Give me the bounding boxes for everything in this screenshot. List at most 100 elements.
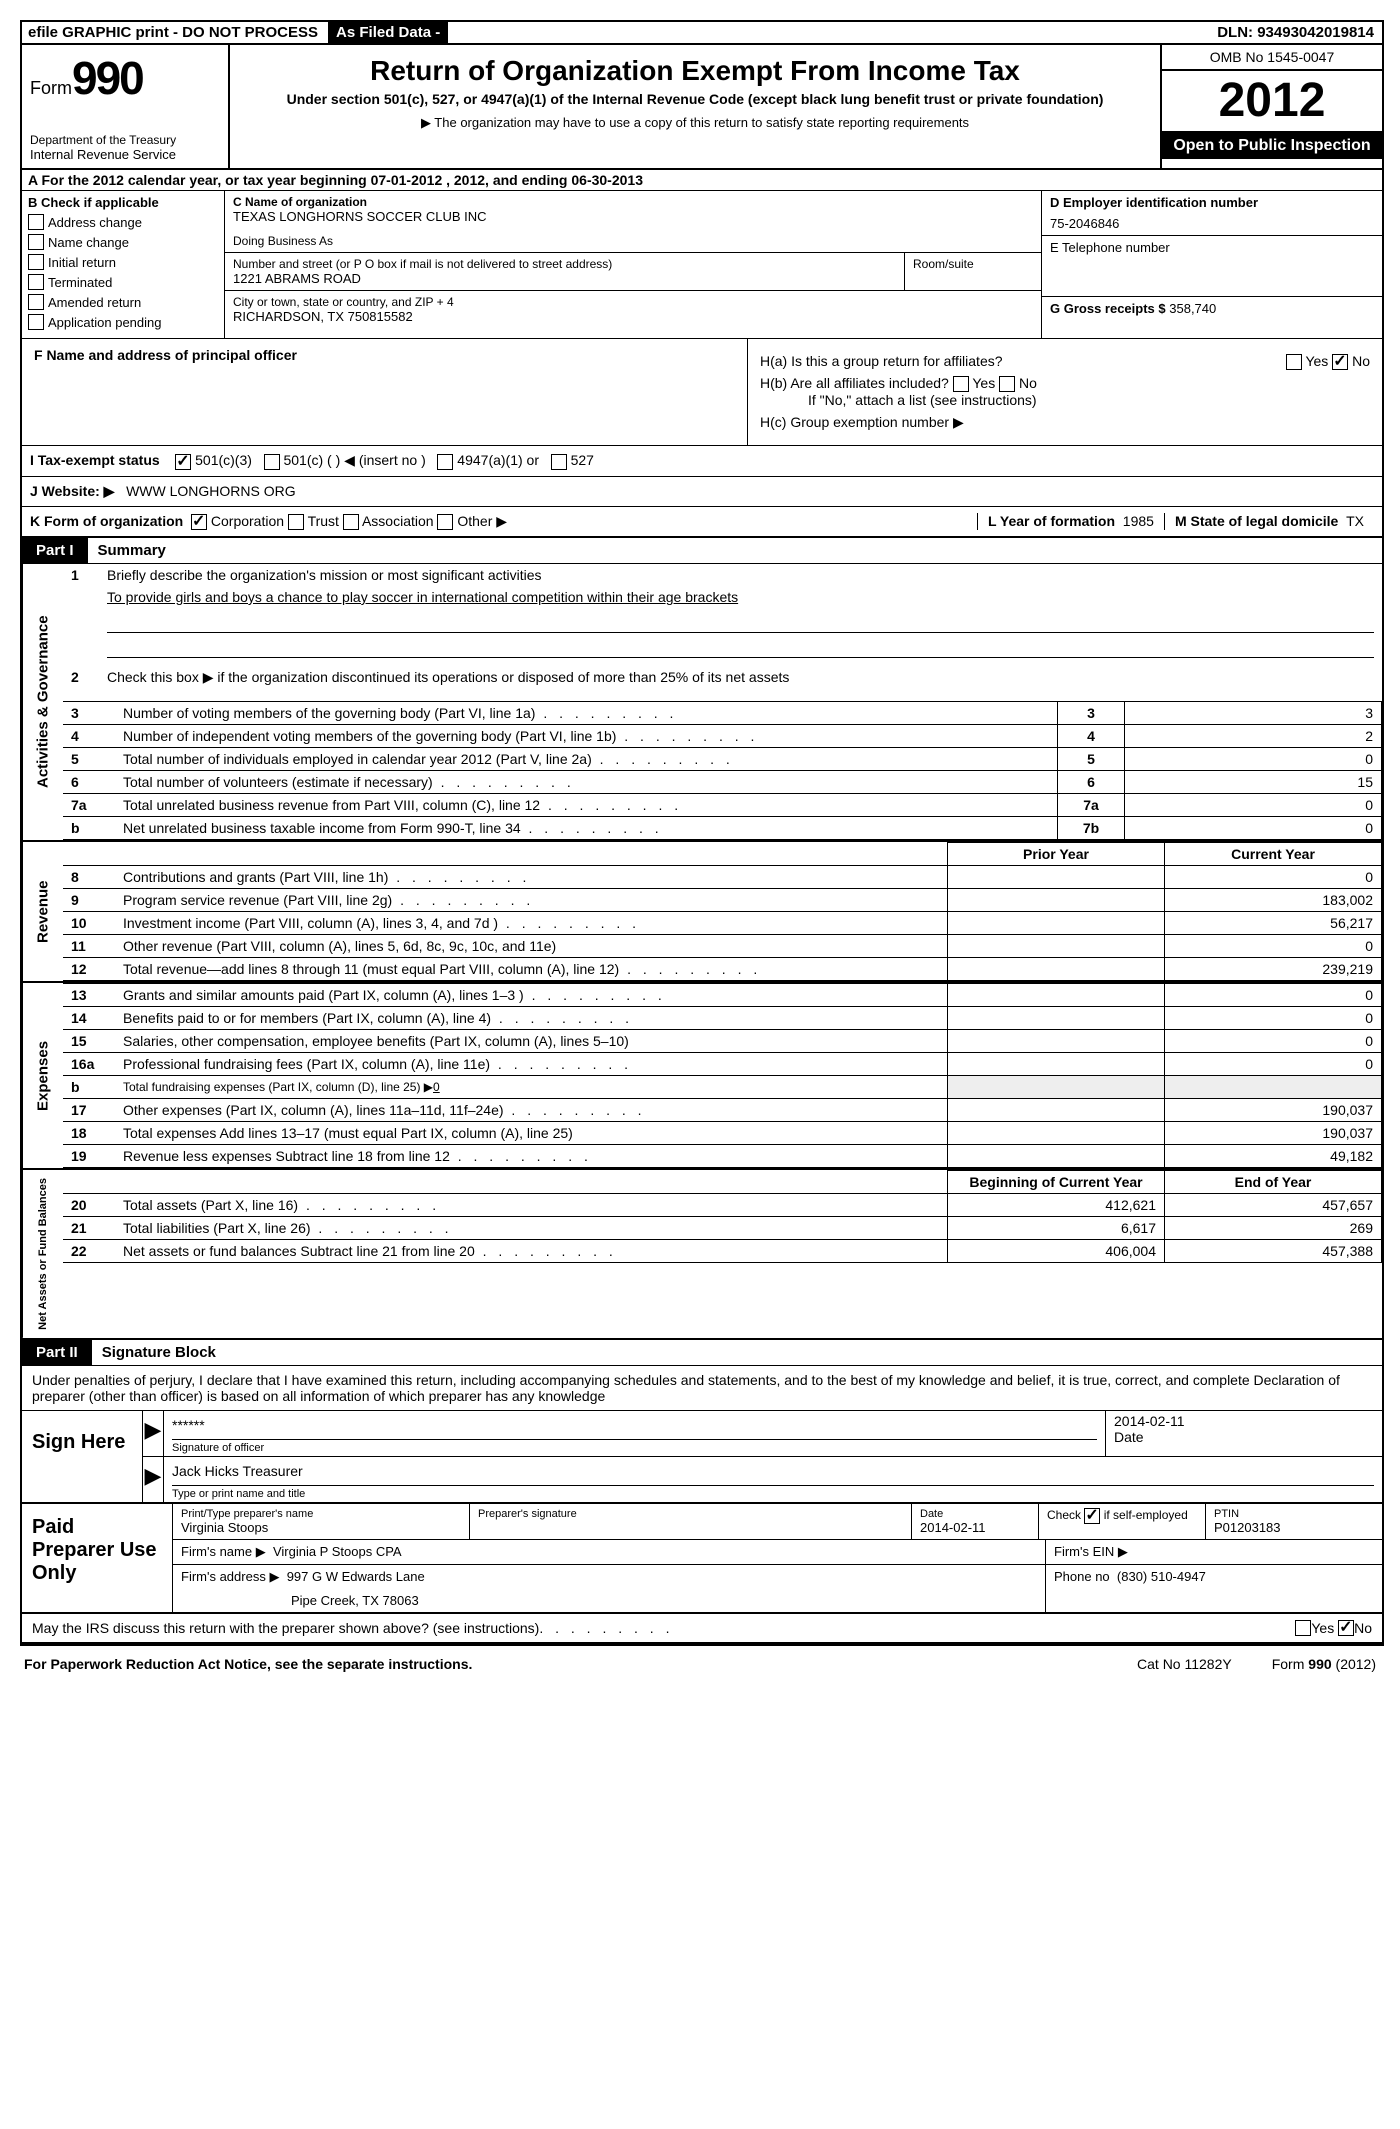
checkbox-self-employed[interactable]	[1084, 1508, 1100, 1524]
cy-17: 190,037	[1165, 1098, 1382, 1121]
checkbox-4947[interactable]	[437, 454, 453, 470]
checkbox-corporation[interactable]	[191, 514, 207, 530]
cy-18: 190,037	[1165, 1121, 1382, 1144]
checkbox-association[interactable]	[343, 514, 359, 530]
checkbox-hb-yes[interactable]	[953, 376, 969, 392]
expenses-table: 13Grants and similar amounts paid (Part …	[63, 983, 1382, 1168]
checkbox-discuss-yes[interactable]	[1295, 1620, 1311, 1636]
prep-date-label: Date	[920, 1508, 1030, 1520]
e-20: 457,657	[1165, 1193, 1382, 1216]
form-subtitle: Under section 501(c), 527, or 4947(a)(1)…	[250, 91, 1140, 107]
firm-ein-label: Firm's EIN ▶	[1054, 1544, 1128, 1559]
checkbox-other[interactable]	[437, 514, 453, 530]
top-bar: efile GRAPHIC print - DO NOT PROCESS As …	[22, 22, 1382, 45]
part-1-tab: Part I	[22, 538, 88, 563]
e-21: 269	[1165, 1216, 1382, 1239]
cy-9: 183,002	[1165, 888, 1382, 911]
state-domicile: TX	[1346, 513, 1364, 529]
page-footer: For Paperwork Reduction Act Notice, see …	[20, 1646, 1380, 1672]
f-principal-officer: F Name and address of principal officer	[22, 339, 748, 445]
footer-right: Form 990 (2012)	[1272, 1656, 1376, 1672]
column-b-checkboxes: B Check if applicable Address change Nam…	[22, 191, 225, 338]
cy-19: 49,182	[1165, 1144, 1382, 1167]
hb-note: If "No," attach a list (see instructions…	[760, 392, 1370, 408]
footer-center: Cat No 11282Y	[1097, 1656, 1272, 1672]
year-formation: 1985	[1123, 513, 1154, 529]
val-3: 3	[1125, 701, 1382, 724]
firm-name-label: Firm's name ▶	[181, 1544, 266, 1559]
governance-table: 3Number of voting members of the governi…	[63, 701, 1382, 840]
form-number: 990	[72, 52, 143, 104]
checkbox-amended[interactable]	[28, 294, 44, 310]
part-1-header: Part I Summary	[22, 538, 1382, 564]
arrow-icon: ▶	[143, 1411, 164, 1456]
sign-here-block: Sign Here ▶ ****** Signature of officer …	[22, 1411, 1382, 1504]
discuss-row: May the IRS discuss this return with the…	[22, 1614, 1382, 1644]
line-16b-val: 0	[433, 1080, 440, 1094]
checkbox-527[interactable]	[551, 454, 567, 470]
column-d: D Employer identification number 75-2046…	[1042, 191, 1382, 338]
paid-preparer-label: Paid Preparer Use Only	[22, 1504, 173, 1612]
checkbox-ha-no[interactable]	[1332, 354, 1348, 370]
line-1-desc: Briefly describe the organization's miss…	[107, 567, 1374, 583]
city-label: City or town, state or country, and ZIP …	[233, 295, 1033, 309]
header-note: ▶ The organization may have to use a cop…	[250, 115, 1140, 131]
sig-officer-label: Signature of officer	[172, 1439, 1097, 1454]
cy-10: 56,217	[1165, 911, 1382, 934]
ptin-value: P01203183	[1214, 1520, 1374, 1535]
b-22: 406,004	[948, 1239, 1165, 1262]
net-assets-table: Beginning of Current YearEnd of Year 20T…	[63, 1170, 1382, 1263]
val-4: 2	[1125, 724, 1382, 747]
open-to-public: Open to Public Inspection	[1162, 133, 1382, 159]
sign-here-label: Sign Here	[22, 1411, 143, 1502]
checkbox-discuss-no[interactable]	[1338, 1620, 1354, 1636]
firm-addr1: 997 G W Edwards Lane	[287, 1569, 425, 1584]
checkbox-501c3[interactable]	[175, 454, 191, 470]
firm-addr2: Pipe Creek, TX 78063	[181, 1593, 1037, 1608]
header-center: Return of Organization Exempt From Incom…	[230, 45, 1162, 168]
cy-15: 0	[1165, 1029, 1382, 1052]
val-6: 15	[1125, 770, 1382, 793]
val-5: 0	[1125, 747, 1382, 770]
cy-8: 0	[1165, 865, 1382, 888]
officer-name-title: Jack Hicks Treasurer	[172, 1459, 1374, 1485]
cy-14: 0	[1165, 1006, 1382, 1029]
row-a-tax-year: A For the 2012 calendar year, or tax yea…	[22, 168, 1382, 191]
checkbox-ha-yes[interactable]	[1286, 354, 1302, 370]
website-value: WWW LONGHORNS ORG	[126, 483, 296, 499]
section-revenue: Revenue Prior YearCurrent Year 8Contribu…	[22, 840, 1382, 981]
b-label: B Check if applicable	[28, 195, 218, 210]
checkbox-trust[interactable]	[288, 514, 304, 530]
ein-label: D Employer identification number	[1050, 195, 1374, 210]
b-20: 412,621	[948, 1193, 1165, 1216]
checkbox-initial-return[interactable]	[28, 254, 44, 270]
section-net-assets: Net Assets or Fund Balances Beginning of…	[22, 1168, 1382, 1340]
sig-date-value: 2014-02-11	[1114, 1413, 1374, 1429]
checkbox-application-pending[interactable]	[28, 314, 44, 330]
dba-label: Doing Business As	[233, 234, 1033, 248]
checkbox-name-change[interactable]	[28, 234, 44, 250]
mission-blank-1	[107, 614, 1374, 633]
val-7a: 0	[1125, 793, 1382, 816]
checkbox-501c[interactable]	[264, 454, 280, 470]
section-activities-governance: Activities & Governance 1Briefly describ…	[22, 564, 1382, 840]
preparer-name: Virginia Stoops	[181, 1520, 461, 1535]
cy-13: 0	[1165, 983, 1382, 1006]
c-name-label: C Name of organization	[233, 195, 1033, 209]
form-title: Return of Organization Exempt From Incom…	[250, 55, 1140, 87]
checkbox-hb-no[interactable]	[999, 376, 1015, 392]
vlabel-revenue: Revenue	[22, 842, 63, 981]
officer-signature: ******	[172, 1413, 1097, 1439]
vlabel-activities: Activities & Governance	[22, 564, 63, 840]
prep-date: 2014-02-11	[920, 1520, 1030, 1535]
revenue-table: Prior YearCurrent Year 8Contributions an…	[63, 842, 1382, 981]
row-i-tax-status: I Tax-exempt status 501(c)(3) 501(c) ( )…	[22, 446, 1382, 476]
gross-label: G Gross receipts $	[1050, 301, 1166, 316]
gross-value: 358,740	[1169, 301, 1216, 316]
checkbox-terminated[interactable]	[28, 274, 44, 290]
form-word: Form	[30, 78, 72, 98]
section-f-h: F Name and address of principal officer …	[22, 339, 1382, 446]
phone-label: E Telephone number	[1050, 240, 1374, 255]
part-2-header: Part II Signature Block	[22, 1340, 1382, 1366]
checkbox-address-change[interactable]	[28, 214, 44, 230]
